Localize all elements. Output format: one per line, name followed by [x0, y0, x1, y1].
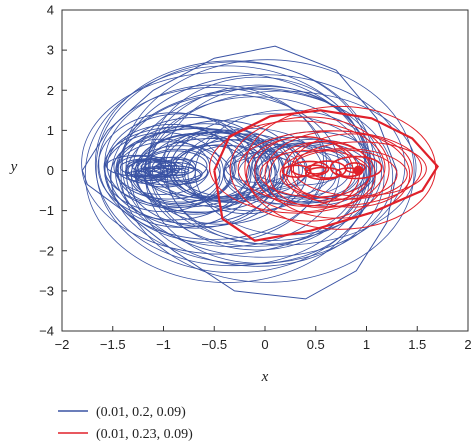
legend: (0.01, 0.2, 0.09) (0.01, 0.23, 0.09) [58, 405, 193, 442]
x-tick-label: 2 [464, 337, 471, 352]
x-axis-label: x [261, 369, 269, 385]
series-1-orbit-orbit [279, 148, 408, 200]
plot-area [81, 45, 439, 300]
series-0-wide-orbit [95, 61, 376, 274]
x-tick-label: −2 [55, 337, 70, 352]
series-1-line [213, 109, 439, 242]
x-tick-label: 0.5 [307, 337, 325, 352]
series-0-wide-orbit [98, 87, 327, 240]
legend-label: (0.01, 0.2, 0.09) [96, 405, 186, 420]
series-0-wide-orbit [144, 84, 374, 264]
y-tick-label: −1 [39, 203, 54, 218]
series-0-small-orbit [148, 165, 203, 183]
series-1-orbit-orbit [244, 105, 437, 230]
series-1-orbit-orbit [292, 141, 427, 197]
x-tick-label: 0 [261, 337, 268, 352]
x-tick-label: −0.5 [201, 337, 227, 352]
y-tick-label: 1 [47, 123, 54, 138]
series-0-small [105, 150, 209, 188]
series-0-wide-orbit [131, 87, 385, 267]
y-tick-label: 3 [47, 43, 54, 58]
y-tick-label: −2 [39, 243, 54, 258]
series-1-small-orbit [308, 160, 347, 179]
series-0-mid-orbit [255, 138, 372, 199]
y-tick-label: −4 [39, 324, 54, 339]
series-1-orbit [209, 105, 437, 230]
series-0-inner [97, 112, 308, 229]
series-1-small [281, 155, 383, 181]
series-0-wide-orbit [94, 60, 371, 267]
x-tick-label: −1.5 [100, 337, 126, 352]
x-tick-label: 1.5 [408, 337, 426, 352]
y-tick-label: 0 [47, 163, 54, 178]
series-0-wide-orbit [121, 74, 406, 258]
x-tick-label: −1 [156, 337, 171, 352]
series-0-wide-orbit [163, 86, 370, 245]
series-1-small-orbit [329, 155, 383, 180]
y-tick-label: −3 [39, 283, 54, 298]
series-1-orbit-orbit [237, 130, 423, 207]
plot-layer [81, 45, 439, 300]
series-0-small-orbit [170, 167, 190, 174]
series-0-small-orbit [142, 160, 180, 178]
series-0-mid-orbit [251, 146, 348, 186]
series-1-orbit-orbit [209, 120, 386, 214]
series-1-fixed-point [353, 165, 364, 176]
series-0-inner-orbit [97, 112, 250, 221]
series-0 [81, 45, 417, 300]
series-1-small-orbit [304, 164, 327, 175]
series-1-orbit-orbit [229, 116, 390, 222]
tick-layer: −2 −1.5 −1 −0.5 0 0.5 1 1.5 2 −4 −3 −2 −1 0 1 2 3 4 [39, 3, 471, 353]
series-1-small-orbit [290, 160, 330, 177]
series-0-mid-orbit [181, 128, 323, 212]
series-1-orbit-orbit [282, 140, 372, 202]
series-0-wide-orbit [84, 65, 370, 283]
x-tick-label: 1 [363, 337, 370, 352]
y-axis-label: y [9, 159, 18, 175]
series-0-wide [81, 59, 417, 283]
series-0-inner-orbit [106, 123, 237, 209]
y-tick-label: 4 [47, 3, 54, 18]
series-0-wide-orbit [110, 88, 394, 265]
legend-label: (0.01, 0.23, 0.09) [96, 427, 193, 442]
series-0-mid-orbit [251, 131, 378, 204]
series-0-wide-orbit [120, 59, 415, 283]
series-1 [209, 105, 439, 242]
y-tick-label: 2 [47, 83, 54, 98]
